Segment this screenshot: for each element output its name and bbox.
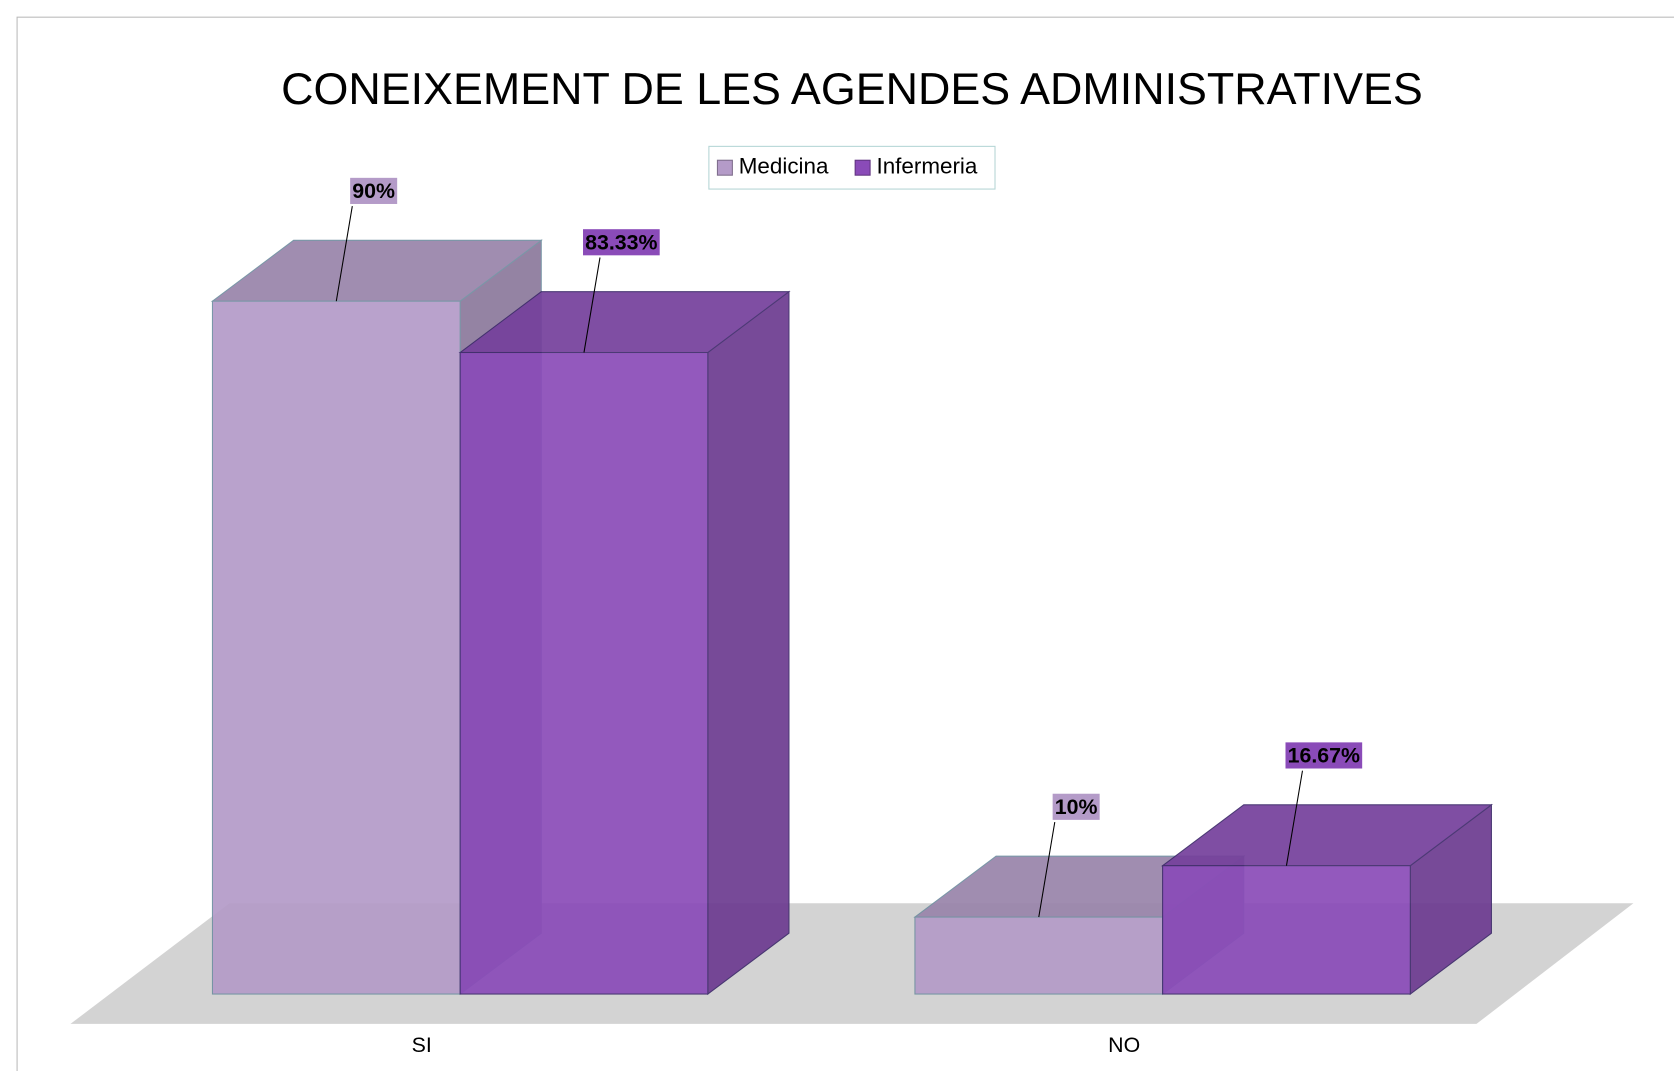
bar bbox=[458, 290, 791, 996]
bar bbox=[1161, 803, 1494, 996]
x-tick-label: NO bbox=[1108, 1033, 1140, 1057]
value-label: 16.67% bbox=[1288, 743, 1360, 767]
legend: Medicina Infermeria bbox=[716, 154, 978, 179]
x-tick-label: SI bbox=[412, 1033, 432, 1057]
leader-line bbox=[1285, 770, 1304, 866]
value-label-bg bbox=[1285, 742, 1363, 769]
leader-line bbox=[583, 257, 601, 353]
value-label: 83.33% bbox=[585, 230, 657, 254]
legend-swatch bbox=[854, 159, 871, 176]
bar-front bbox=[1162, 865, 1411, 995]
plot-area: SI 90% 83.33% NO 10% 16.67% bbox=[210, 177, 1494, 1057]
value-label-bg bbox=[350, 177, 398, 204]
value-label: 90% bbox=[352, 179, 395, 203]
legend-box bbox=[708, 145, 996, 190]
value-label-bg bbox=[583, 229, 660, 256]
bar-side bbox=[707, 290, 790, 996]
bar-front bbox=[914, 916, 1164, 995]
bar-front bbox=[459, 351, 709, 995]
value-label: 10% bbox=[1055, 795, 1098, 819]
legend-swatch bbox=[716, 159, 733, 176]
bar-front bbox=[211, 300, 461, 995]
leader-line bbox=[335, 206, 353, 302]
value-label-bg bbox=[1052, 793, 1100, 820]
legend-label: Medicina bbox=[739, 154, 829, 179]
chart-title: CONEIXEMENT DE LES AGENDES ADMINISTRATIV… bbox=[281, 63, 1423, 114]
leader-line bbox=[1038, 821, 1056, 918]
legend-label: Infermeria bbox=[877, 154, 978, 179]
